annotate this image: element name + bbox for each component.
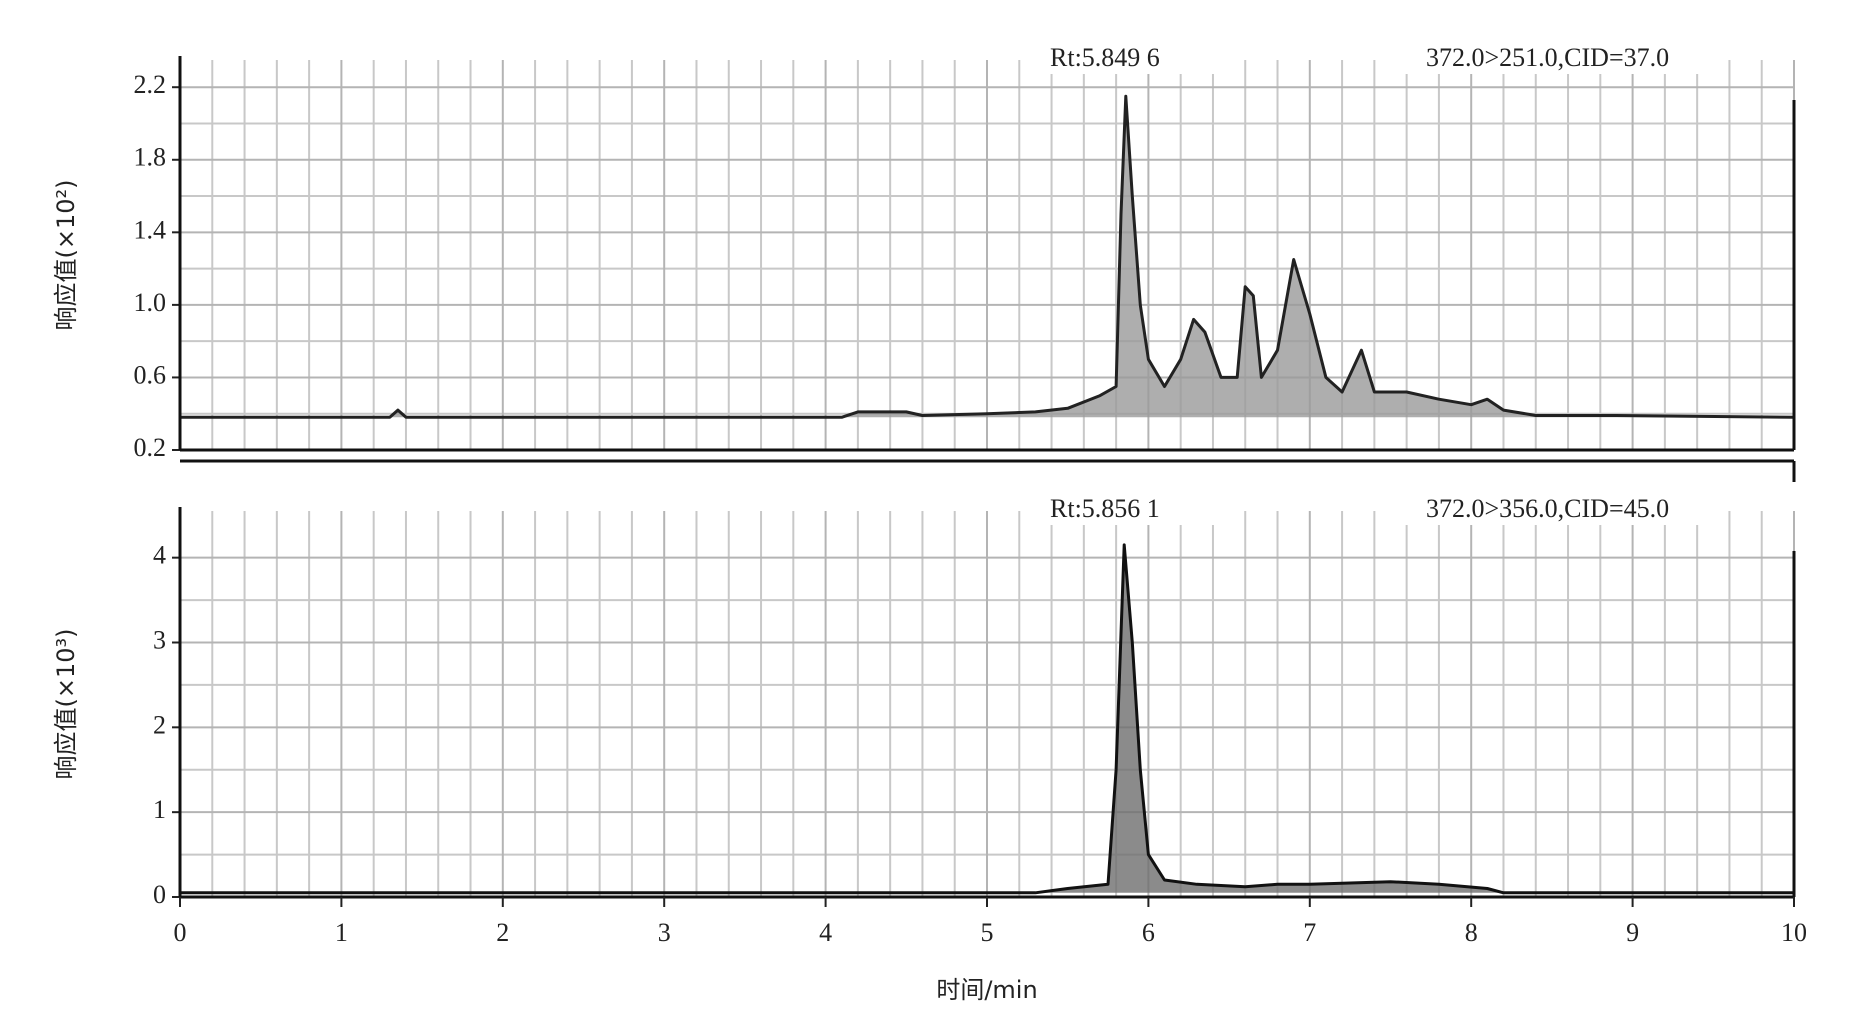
x-tick-label: 7 — [1303, 918, 1316, 947]
x-axis-label: 时间/min — [936, 976, 1037, 1004]
x-tick-label: 2 — [496, 918, 509, 947]
y-tick-label: 2.2 — [134, 70, 167, 99]
annotation: 372.0>251.0,CID=37.0 — [1426, 43, 1669, 72]
x-tick-label: 1 — [335, 918, 348, 947]
annotation: 372.0>356.0,CID=45.0 — [1426, 494, 1669, 523]
trace-line — [180, 94, 1795, 419]
x-tick-label: 0 — [174, 918, 187, 947]
annotation-bg — [1402, 46, 1722, 74]
x-tick-label: 8 — [1465, 918, 1478, 947]
y-tick-label: 1.4 — [134, 215, 167, 244]
y-tick-label: 2 — [153, 710, 166, 739]
x-tick-label: 5 — [981, 918, 994, 947]
annotation: Rt:5.856 1 — [1050, 494, 1160, 523]
y-tick-label: 4 — [153, 541, 166, 570]
trace-line — [180, 543, 1794, 895]
y-tick-label: 1 — [153, 795, 166, 824]
x-tick-label: 4 — [819, 918, 832, 947]
annotation-bg — [1402, 497, 1722, 525]
x-tick-label: 10 — [1781, 918, 1807, 947]
x-tick-label: 6 — [1142, 918, 1155, 947]
y-tick-label: 0.2 — [134, 433, 167, 462]
y-tick-label: 0.6 — [134, 360, 167, 389]
annotation-bg — [1026, 497, 1226, 525]
x-tick-label: 3 — [658, 918, 671, 947]
y-tick-label: 3 — [153, 625, 166, 654]
y-tick-label: 1.0 — [134, 288, 167, 317]
annotation: Rt:5.849 6 — [1050, 43, 1160, 72]
annotation-bg — [1026, 46, 1226, 74]
y-axis-label: 响应值(×10²) — [52, 180, 80, 331]
y-tick-label: 1.8 — [134, 143, 167, 172]
y-tick-label: 0 — [153, 880, 166, 909]
y-axis-label: 响应值(×10³) — [52, 629, 80, 780]
x-tick-label: 9 — [1626, 918, 1639, 947]
